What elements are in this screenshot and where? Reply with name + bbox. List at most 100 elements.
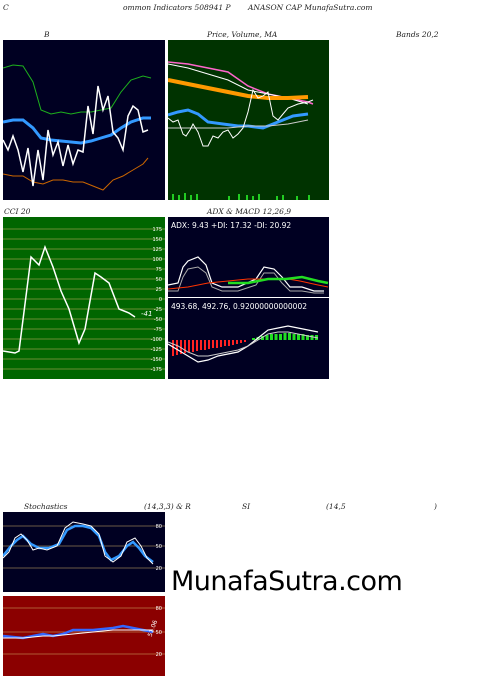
- macd-hist-bar: [200, 340, 202, 350]
- macd-hist-bar: [274, 334, 278, 340]
- macd-hist-bar: [279, 334, 282, 340]
- macd-hist-bar: [196, 340, 198, 351]
- macd-hist-bar: [252, 338, 255, 340]
- macd-hist-bar: [192, 340, 194, 352]
- macd-hist-bar: [180, 340, 182, 354]
- macd-hist-bar: [301, 334, 305, 340]
- macd-hist-bar: [236, 340, 238, 344]
- price-chart: [168, 40, 329, 200]
- macd-info: 493.68, 492.76, 0.92000000000002: [171, 302, 307, 311]
- adx-di-plus-line: [168, 256, 324, 292]
- macd-hist-bar: [288, 333, 291, 340]
- stochastics-tick-label: 20: [156, 566, 162, 572]
- macd-hist-bar: [244, 340, 246, 342]
- bollinger-price-line: [3, 85, 149, 187]
- price-ma-orange-line: [168, 78, 309, 100]
- rsi-label: SI: [242, 502, 251, 511]
- price-background: [168, 40, 329, 200]
- volume-bar: [276, 196, 278, 200]
- volume-bar: [190, 195, 192, 200]
- volume-bar: [258, 194, 260, 200]
- macd-signal-line: [168, 331, 319, 357]
- watermark: MunafaSutra.com: [171, 566, 403, 597]
- volume-bar: [246, 195, 248, 200]
- macd-hist-bar: [204, 340, 206, 350]
- volume-bar: [308, 195, 310, 200]
- macd-hist-bar: [184, 340, 186, 353]
- volume-bar: [296, 196, 298, 200]
- macd-line: [168, 325, 319, 363]
- volume-bar: [184, 193, 186, 200]
- cci-tick-label: 0: [159, 297, 162, 303]
- cci-background: [3, 217, 165, 379]
- cci-tick-label: 125: [152, 247, 162, 253]
- macd-hist-bar: [310, 335, 314, 340]
- macd-hist-bar: [172, 340, 174, 356]
- cci-tick-label: -175: [151, 367, 162, 373]
- rsi-ma-line: [3, 629, 153, 639]
- header-title: ommon Indicators 508941 P: [123, 3, 231, 12]
- macd-hist-bar: [212, 340, 214, 348]
- cci-tick-label: -100: [151, 337, 162, 343]
- cci-tick-label: 150: [152, 237, 162, 243]
- bollinger-chart: [3, 40, 165, 200]
- adx-green-line: [228, 275, 329, 285]
- rsi-tick-label: 50: [156, 630, 162, 636]
- cci-tick-label: 50: [156, 277, 162, 283]
- cci-tick-label: 175: [152, 227, 162, 233]
- rsi-tick-label: 20: [156, 652, 162, 658]
- cci-tick-label: -125: [151, 347, 162, 353]
- volume-bar: [282, 195, 284, 200]
- header-left: C: [3, 3, 9, 12]
- price-ma-blue-line: [168, 108, 309, 130]
- volume-bar: [228, 196, 230, 200]
- cci-tick-label: 25: [156, 287, 162, 293]
- cci-chart: 175 150 125 100 75 50 25 0 -25 -50 -75 -100 -125 -150…: [3, 217, 165, 379]
- cci-tick-label: -25: [154, 307, 162, 313]
- adx-info: ADX: 9.43 +DI: 17.32 -DI: 20.92: [171, 221, 291, 230]
- macd-hist-bar: [224, 340, 226, 346]
- cci-tick-label: -75: [154, 327, 162, 333]
- macd-hist-bar: [306, 335, 309, 340]
- cci-tick-label: 75: [156, 267, 162, 273]
- cci-last-label: -41: [141, 310, 152, 318]
- macd-hist-bar: [232, 340, 234, 345]
- macd-hist-bar: [208, 340, 210, 349]
- rsi-tick-label: 80: [156, 606, 162, 612]
- volume-bar: [178, 195, 180, 200]
- macd-hist-bar: [216, 340, 218, 348]
- volume-bar: [252, 196, 254, 200]
- macd-hist-bar: [292, 334, 296, 340]
- rsi-grid: 80 50 20: [3, 606, 165, 658]
- macd-hist-bar: [265, 335, 269, 340]
- macd-hist-bar: [220, 340, 222, 347]
- macd-hist-bar: [261, 336, 264, 340]
- stochastics-tick-label: 80: [156, 524, 162, 530]
- price-close-line: [168, 88, 314, 147]
- stoch-params: (14,3,3) & R: [144, 502, 191, 511]
- price-ma-pink-line: [168, 61, 314, 105]
- stochastics-k-line: [3, 521, 154, 565]
- cci-tick-label: -50: [154, 317, 162, 323]
- macd-chart: 493.68, 492.76, 0.92000000000002: [168, 298, 329, 379]
- bollinger-upper-line: [3, 64, 152, 115]
- cci-line: [3, 244, 136, 354]
- macd-hist-bar: [188, 340, 190, 352]
- bb-label: B: [44, 30, 50, 39]
- macd-hist-bar: [228, 340, 230, 346]
- stochastics-tick-label: 50: [156, 544, 162, 550]
- macd-hist-bar: [240, 340, 242, 343]
- macd-hist-bar: [297, 334, 300, 340]
- rsi-params: (14,5: [326, 502, 346, 511]
- volume-bar: [172, 194, 174, 200]
- stoch-label: Stochastics: [24, 502, 68, 511]
- cci-tick-label: 100: [152, 257, 162, 263]
- macd-hist-bar: [283, 333, 287, 340]
- macd-hist-bar: [270, 334, 273, 340]
- price-label: Price, Volume, MA: [207, 30, 278, 39]
- stochastics-chart: 80 50 20: [3, 512, 165, 592]
- header-site: ANASON CAP MunafaSutra.com: [248, 3, 373, 12]
- adx-macd-label: ADX & MACD 12,26,9: [207, 207, 292, 216]
- cci-tick-label: -150: [151, 357, 162, 363]
